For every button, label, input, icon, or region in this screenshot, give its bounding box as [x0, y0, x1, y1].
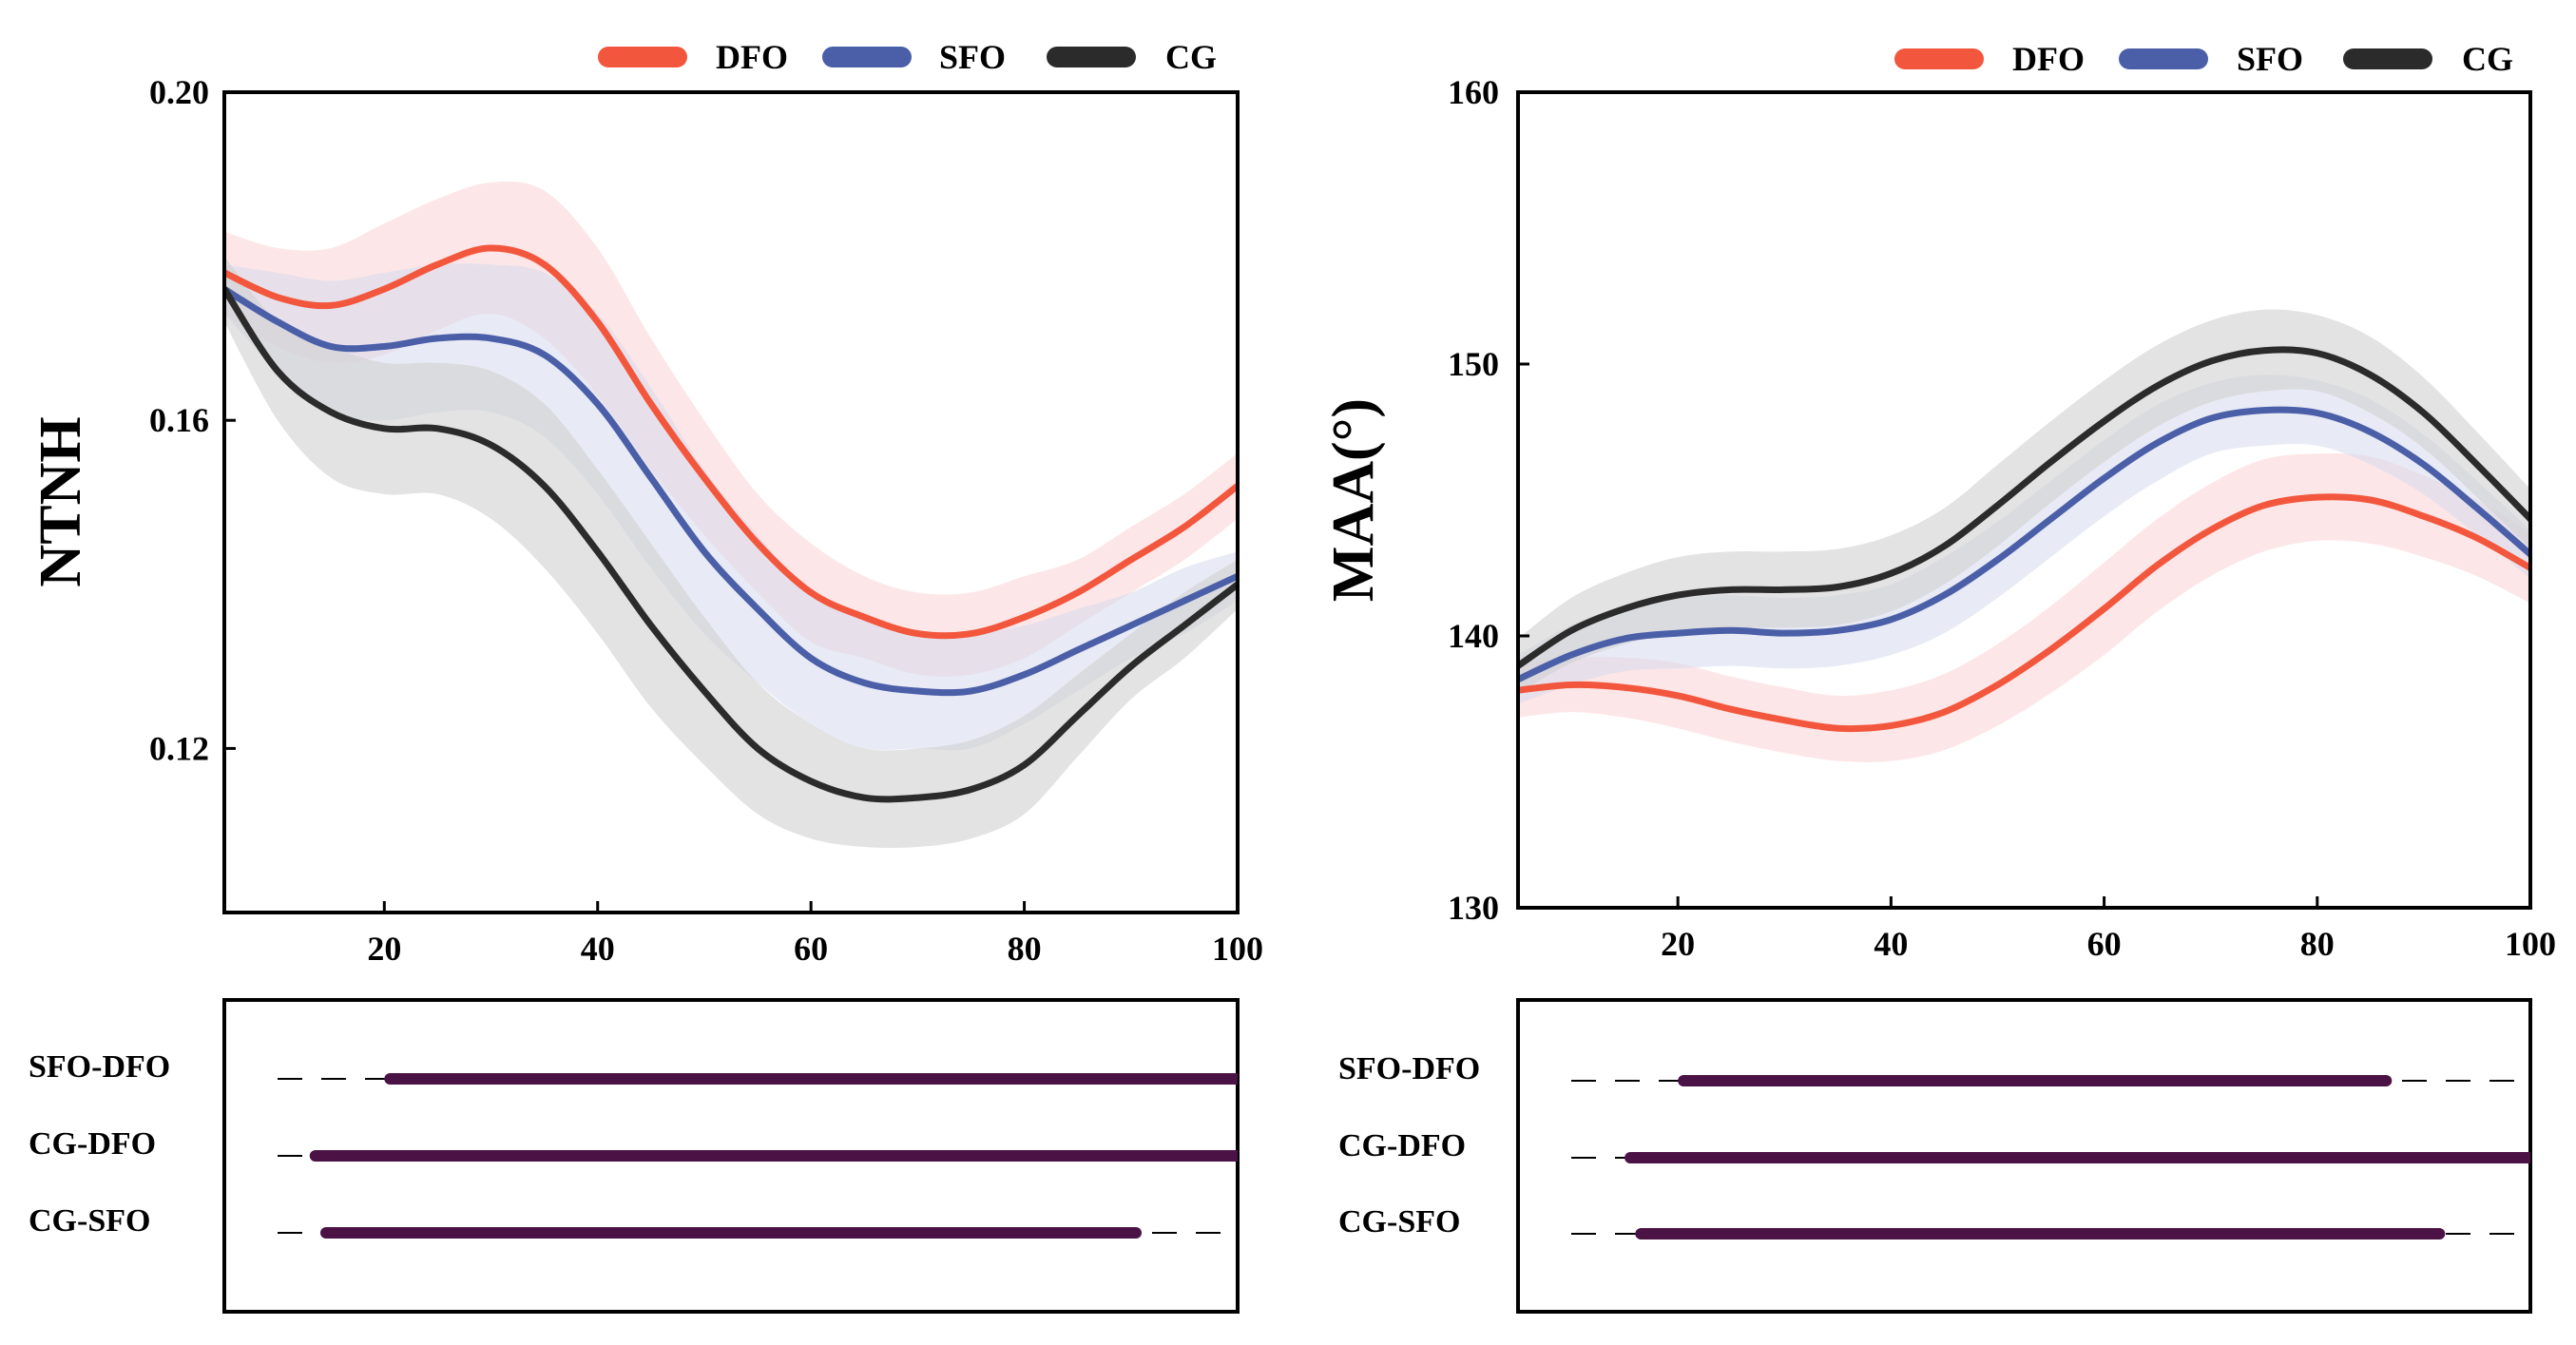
- significance-row-label: CG-DFO: [29, 1126, 156, 1162]
- legend-label-cg: CG: [2462, 40, 2513, 78]
- x-tick-label: 20: [367, 930, 401, 968]
- y-axis-label: MAA(°): [1321, 398, 1386, 602]
- y-tick-label: 150: [1448, 345, 1499, 383]
- significance-bar-cap: [1624, 1152, 1637, 1163]
- line-cg: [1518, 346, 2530, 669]
- y-tick-label: 160: [1448, 73, 1499, 111]
- y-tick-label: 0.16: [149, 401, 209, 439]
- x-tick-label: 40: [581, 930, 615, 968]
- significance-bar-cap: [309, 1150, 321, 1162]
- chart-maa: 20 40 60 80 100 130 140 150 160 MAA(°) DFO SFO CG SFO…: [1321, 40, 2556, 1314]
- x-tick-label: 100: [2505, 925, 2556, 963]
- x-tick-label: 60: [2087, 925, 2122, 963]
- x-tick-label: 80: [1008, 930, 1042, 968]
- axes-frame: [222, 90, 1240, 914]
- axes-frame: [1516, 90, 2532, 910]
- significance-row-label: SFO-DFO: [29, 1049, 170, 1085]
- significance-row-label: SFO-DFO: [1338, 1051, 1480, 1086]
- band-cg: [224, 256, 1238, 849]
- x-tick-label: 100: [1212, 930, 1263, 968]
- significance-row-label: CG-SFO: [1338, 1204, 1460, 1239]
- band-dfo: [1518, 453, 2530, 762]
- x-tick-label: 40: [1874, 925, 1908, 963]
- significance-panel: SFO-DFO CG-DFO CG-SFO: [29, 998, 1240, 1314]
- significance-row-label: CG-DFO: [1338, 1128, 1466, 1163]
- line-sfo: [224, 285, 1238, 697]
- y-tick-label: 140: [1448, 617, 1499, 655]
- y-tick-label: 0.12: [149, 729, 209, 767]
- legend-label-sfo: SFO: [2237, 40, 2303, 78]
- significance-row-label: CG-SFO: [29, 1203, 150, 1239]
- band-cg: [1518, 309, 2530, 694]
- significance-panel: SFO-DFO CG-DFO CG-SFO: [1338, 998, 2532, 1314]
- plot-area: [1518, 309, 2530, 762]
- y-tick-label: 130: [1448, 889, 1499, 927]
- line-dfo: [224, 244, 1238, 640]
- line-dfo: [1518, 493, 2530, 733]
- y-tick-label: 0.20: [149, 73, 209, 111]
- plot-area: [224, 181, 1238, 849]
- legend-label-cg: CG: [1165, 38, 1217, 76]
- legend-label-dfo: DFO: [716, 38, 788, 76]
- x-tick-label: 20: [1661, 925, 1695, 963]
- x-tick-label: 60: [794, 930, 828, 968]
- line-cg: [224, 285, 1238, 803]
- x-tick-label: 80: [2300, 925, 2335, 963]
- significance-bar-cap: [384, 1073, 396, 1085]
- legend-label-dfo: DFO: [2012, 40, 2085, 78]
- legend-label-sfo: SFO: [939, 38, 1006, 76]
- chart-ntnh: 20 40 60 80 100 0.12 0.16 0.20 NTNH DFO SFO CG SFO-D…: [29, 38, 1263, 1314]
- y-axis-label: NTNH: [29, 416, 93, 586]
- line-sfo: [1518, 406, 2530, 683]
